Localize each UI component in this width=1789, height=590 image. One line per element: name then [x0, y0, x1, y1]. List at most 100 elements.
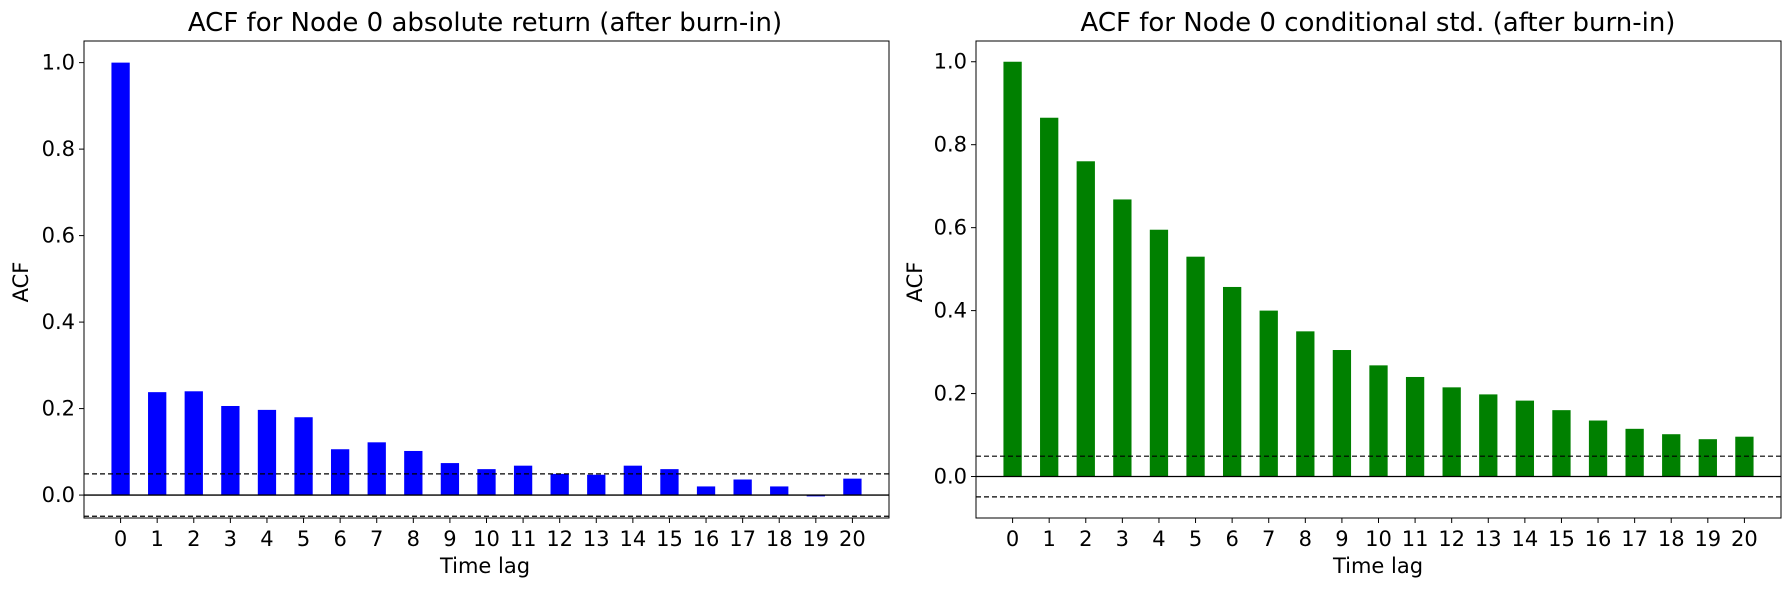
bar-lag-3: [221, 405, 240, 496]
bar-lag-6: [330, 449, 350, 496]
x-tick-label: 17: [729, 527, 756, 551]
bar-lag-9: [440, 463, 460, 496]
x-tick-label: 8: [1299, 527, 1312, 551]
x-tick-label: 19: [1694, 527, 1721, 551]
bar-lag-10: [1369, 365, 1388, 477]
bar-lag-13: [587, 474, 606, 496]
bar-lag-2: [1076, 161, 1095, 477]
y-tick-label: 0.8: [42, 137, 75, 161]
x-tick-label: 10: [473, 527, 500, 551]
bar-lag-9: [1332, 350, 1352, 477]
conditional-std-acf-panel: ACF for Node 0 conditional std. (after b…: [903, 8, 1782, 578]
x-tick-label: 15: [656, 527, 683, 551]
x-tick-label: 8: [407, 527, 420, 551]
bar-lag-18: [1662, 434, 1681, 477]
chart-title: ACF for Node 0 absolute return (after bu…: [188, 8, 782, 38]
x-tick-label: 1: [1042, 527, 1055, 551]
bar-lag-14: [623, 465, 643, 496]
y-tick-label: 0.4: [934, 299, 967, 323]
y-tick-label: 0.6: [42, 224, 75, 248]
bar-lag-16: [696, 486, 716, 496]
bar-lag-5: [294, 417, 313, 496]
y-axis-label: ACF: [9, 262, 33, 303]
x-tick-label: 1: [150, 527, 163, 551]
x-tick-label: 6: [1225, 527, 1238, 551]
plot-area: 0 1 2 3 4 5 6 7 8 9 10 11 12 13 14 15 16 17 18 19 200.00.20.…: [934, 40, 1782, 551]
y-axis-label: ACF: [903, 262, 927, 303]
bar-lag-1: [148, 392, 167, 496]
y-tick-label: 1.0: [934, 50, 967, 74]
bar-lag-20: [843, 478, 862, 496]
x-tick-label: 17: [1621, 527, 1648, 551]
y-tick-label: 0.0: [934, 465, 967, 489]
x-tick-label: 12: [546, 527, 573, 551]
bar-lag-7: [1259, 310, 1278, 477]
x-tick-label: 2: [187, 527, 200, 551]
x-tick-label: 13: [583, 527, 610, 551]
bar-lag-8: [404, 450, 423, 496]
x-tick-label: 20: [1731, 527, 1758, 551]
x-tick-label: 4: [260, 527, 273, 551]
bar-lag-11: [513, 465, 533, 496]
bar-lag-4: [1149, 229, 1169, 477]
x-tick-label: 16: [1585, 527, 1612, 551]
x-tick-label: 3: [1116, 527, 1129, 551]
y-tick-label: 0.6: [934, 216, 967, 240]
bar-lag-4: [257, 409, 277, 496]
x-tick-label: 12: [1438, 527, 1465, 551]
bar-lag-15: [660, 469, 679, 496]
x-tick-label: 10: [1365, 527, 1392, 551]
bar-lag-13: [1479, 394, 1498, 477]
bar-lag-12: [1442, 387, 1461, 477]
x-tick-label: 7: [1262, 527, 1275, 551]
bar-lag-2: [184, 391, 203, 496]
x-tick-label: 3: [224, 527, 237, 551]
bar-lag-6: [1222, 286, 1242, 477]
bar-lag-14: [1515, 400, 1535, 477]
bar-lag-0: [1003, 61, 1022, 477]
x-tick-label: 6: [333, 527, 346, 551]
bar-lag-8: [1296, 331, 1315, 477]
x-tick-label: 11: [1402, 527, 1429, 551]
x-tick-label: 9: [1335, 527, 1348, 551]
bar-lag-16: [1588, 420, 1608, 477]
x-axis-label: Time lag: [439, 554, 530, 578]
x-tick-label: 18: [1658, 527, 1685, 551]
x-tick-label: 20: [839, 527, 866, 551]
x-tick-label: 9: [443, 527, 456, 551]
bar-lag-1: [1040, 117, 1059, 477]
x-tick-label: 18: [766, 527, 793, 551]
x-tick-label: 5: [1189, 527, 1202, 551]
x-tick-label: 2: [1079, 527, 1092, 551]
bar-lag-18: [770, 486, 789, 496]
bar-lag-0: [111, 62, 130, 496]
y-tick-label: 0.4: [42, 310, 75, 334]
bar-lag-5: [1186, 256, 1205, 477]
x-tick-label: 7: [370, 527, 383, 551]
chart-title: ACF for Node 0 conditional std. (after b…: [1081, 8, 1676, 38]
x-tick-label: 0: [1006, 527, 1019, 551]
x-tick-label: 15: [1548, 527, 1575, 551]
bar-lag-10: [477, 469, 496, 496]
bar-lag-17: [1625, 428, 1644, 477]
x-tick-label: 11: [510, 527, 537, 551]
bar-lag-11: [1405, 376, 1425, 477]
y-tick-label: 0.2: [42, 397, 75, 421]
x-tick-label: 19: [802, 527, 829, 551]
x-tick-label: 0: [114, 527, 127, 551]
x-tick-label: 4: [1152, 527, 1165, 551]
y-tick-label: 0.8: [934, 133, 967, 157]
y-tick-label: 0.2: [934, 382, 967, 406]
x-tick-label: 5: [297, 527, 310, 551]
x-tick-label: 16: [693, 527, 720, 551]
bar-lag-12: [550, 473, 569, 496]
bar-lag-3: [1113, 199, 1132, 477]
x-tick-label: 14: [619, 527, 646, 551]
x-tick-label: 14: [1511, 527, 1538, 551]
absolute-return-acf-panel: ACF for Node 0 absolute return (after bu…: [9, 8, 890, 578]
y-tick-label: 0.0: [42, 483, 75, 507]
bar-lag-17: [733, 479, 752, 496]
bar-lag-19: [1698, 439, 1717, 477]
